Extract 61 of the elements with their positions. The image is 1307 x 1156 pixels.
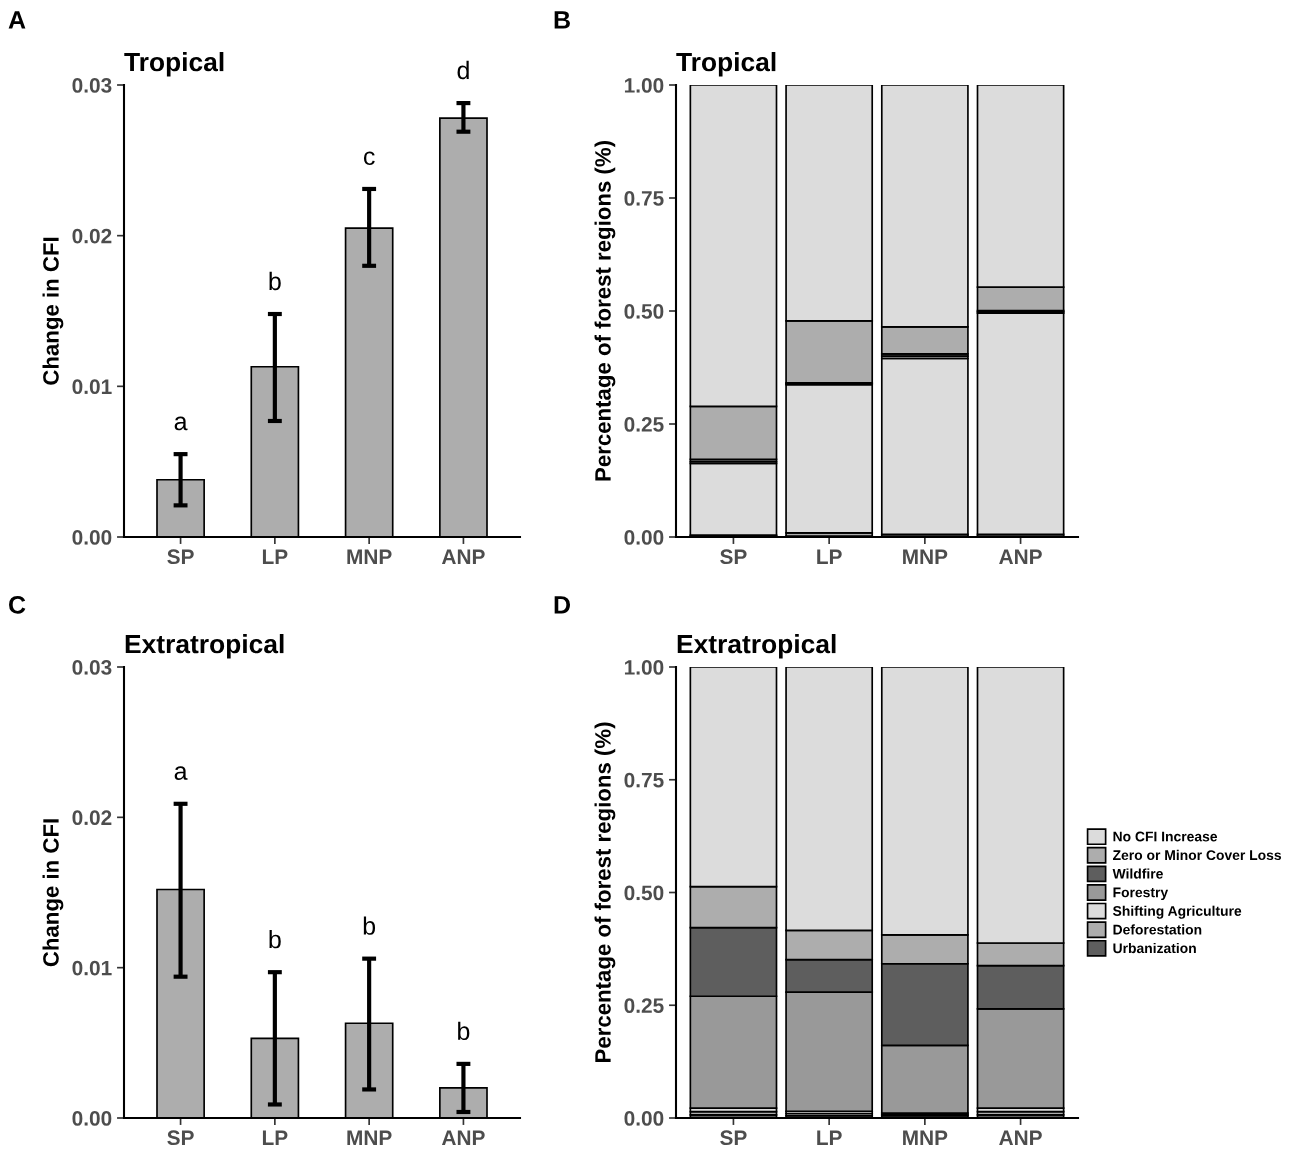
x-tick-label: ANP [999, 1130, 1042, 1145]
text: D [554, 596, 570, 614]
y-tick-label: 0.25 [624, 998, 664, 1013]
annotation: a [174, 416, 188, 431]
legend-label: Urbanization [1113, 942, 1196, 954]
x-tick-label: SP [167, 1130, 194, 1146]
y-tick-label: 0.25 [624, 417, 664, 432]
y-tick-label: 0.00 [72, 1111, 112, 1126]
y-axis-title: Percentage of forest regions (%) [594, 722, 616, 1063]
chart-title: Tropical [124, 51, 224, 77]
chart-title: Extratropical [125, 633, 284, 659]
annotation: b [269, 929, 281, 949]
x-tick-label: MNP [347, 549, 392, 564]
x-tick-label: MNP [347, 1130, 392, 1145]
x-tick-label: SP [720, 1130, 747, 1146]
y-axis-title: Percentage of forest regions (%) [594, 141, 616, 481]
y-axis-title: Change in CFI [42, 819, 64, 967]
annotation: b [458, 1021, 470, 1041]
y-tick-label: 0.50 [624, 304, 664, 319]
x-tick-label: SP [720, 549, 747, 565]
annotation: c [363, 151, 375, 166]
y-tick-label: 0.50 [624, 885, 664, 901]
x-tick-label: ANP [441, 1130, 485, 1145]
y-tick-label: 0.00 [624, 1111, 664, 1126]
legend-label: Forestry [1113, 887, 1169, 901]
y-tick-label: 0.03 [72, 78, 112, 93]
annotation: b [363, 916, 376, 935]
y-tick-label: 1.00 [624, 660, 664, 675]
x-tick-label: LP [262, 1130, 288, 1145]
y-axis-title: Change in CFI [42, 237, 64, 385]
x-tick-label: LP [817, 1130, 842, 1145]
text: A [8, 11, 26, 29]
x-tick-label: ANP [441, 549, 485, 564]
y-tick-label: 0.00 [72, 530, 112, 545]
y-tick-label: 0.75 [624, 772, 664, 788]
y-tick-label: 0.01 [72, 960, 112, 976]
y-tick-label: 0.02 [72, 810, 112, 826]
y-tick-label: 0.01 [72, 379, 112, 395]
text: C [9, 596, 26, 614]
chart-title: Extratropical [677, 633, 836, 659]
x-tick-label: MNP [903, 549, 948, 564]
y-tick-label: 0.02 [72, 228, 112, 244]
x-tick-label: MNP [903, 1130, 948, 1145]
annotation: d [457, 60, 469, 80]
chart-title: Tropical [676, 51, 776, 77]
x-tick-label: LP [262, 549, 288, 564]
x-tick-label: SP [167, 549, 194, 565]
annotation: b [269, 271, 281, 291]
y-tick-label: 0.75 [624, 191, 664, 206]
legend-label: Deforestation [1113, 924, 1202, 935]
y-tick-label: 0.00 [624, 530, 664, 545]
x-tick-label: LP [817, 549, 842, 564]
x-tick-label: ANP [999, 549, 1042, 564]
y-tick-label: 1.00 [624, 78, 664, 93]
legend-label: No CFI Increase [1113, 831, 1218, 842]
annotation: a [174, 766, 188, 780]
text: B [554, 11, 570, 29]
legend-label: Wildfire [1112, 868, 1163, 879]
legend-label: Shifting Agriculture [1112, 905, 1242, 919]
legend-label: Zero or Minor Cover Loss [1112, 849, 1282, 861]
y-tick-label: 0.03 [72, 660, 112, 675]
